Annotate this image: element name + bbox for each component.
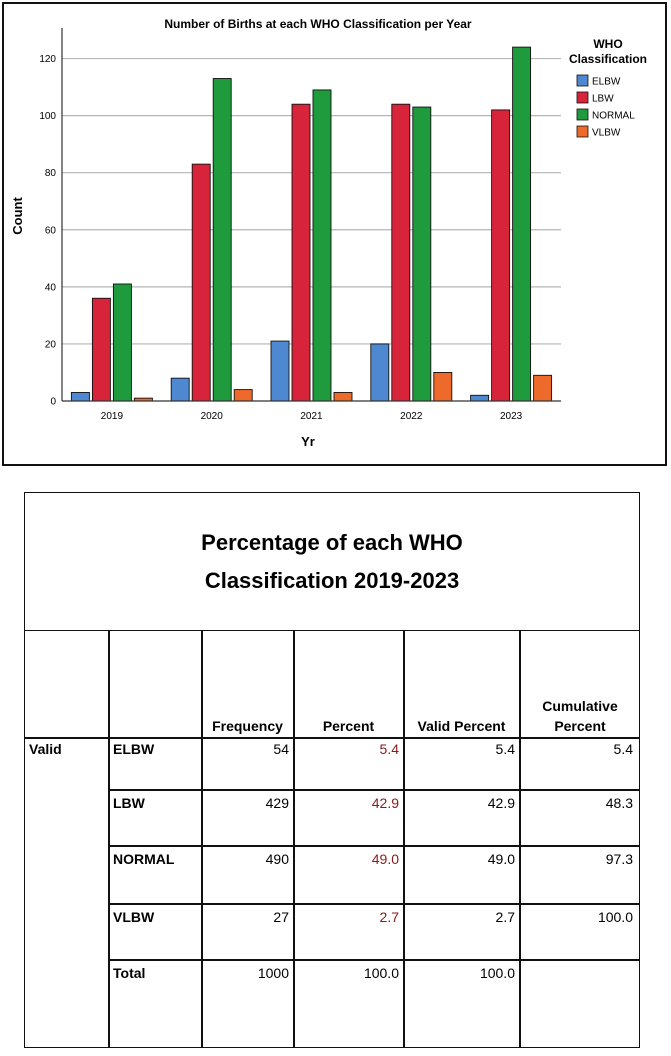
bar-lbw-2020 bbox=[191, 163, 211, 402]
group-label-valid: Valid bbox=[29, 741, 62, 757]
legend-label-normal: NORMAL bbox=[592, 111, 635, 122]
legend-swatch-elbw bbox=[576, 74, 589, 87]
x-tick-label: 2022 bbox=[400, 411, 423, 422]
header-cumulative-line2: Percent bbox=[554, 718, 606, 734]
legend-swatch-normal bbox=[576, 108, 589, 121]
col-divider bbox=[201, 631, 203, 1047]
y-tick-label: 20 bbox=[45, 339, 57, 350]
legend-label-vlbw: VLBW bbox=[592, 128, 621, 139]
bar-chart: Number of Births at each WHO Classificat… bbox=[10, 17, 647, 449]
axes bbox=[61, 28, 561, 402]
y-tick-label: 100 bbox=[39, 111, 56, 122]
cell-cumulative: 48.3 bbox=[605, 795, 633, 811]
legend-label-lbw: LBW bbox=[592, 94, 614, 105]
cell-percent: 49.0 bbox=[371, 851, 399, 867]
header-cumulative-line1: Cumulative bbox=[542, 698, 618, 714]
cell-percent: 100.0 bbox=[363, 965, 399, 981]
cell-frequency: 27 bbox=[273, 909, 289, 925]
header-percent: Percent bbox=[322, 718, 375, 734]
col-divider bbox=[293, 631, 295, 1047]
y-tick-label: 120 bbox=[39, 54, 56, 65]
cell-frequency: 490 bbox=[265, 851, 289, 867]
y-tick-label: 0 bbox=[50, 397, 56, 408]
y-axis-label: Count bbox=[10, 197, 25, 235]
cell-frequency: 1000 bbox=[257, 965, 289, 981]
bar-elbw-2023 bbox=[470, 394, 490, 402]
row-divider bbox=[108, 959, 639, 961]
cell-percent: 42.9 bbox=[371, 795, 399, 811]
cell-cumulative: 97.3 bbox=[605, 851, 633, 867]
row-divider bbox=[108, 789, 639, 791]
cell-valid-percent: 5.4 bbox=[495, 741, 515, 757]
legend: WHO Classification ELBW LBW NORMAL VLBW bbox=[569, 37, 647, 139]
bar-vlbw-2020 bbox=[233, 389, 253, 402]
bar-lbw-2019 bbox=[91, 297, 111, 402]
legend-label-elbw: ELBW bbox=[592, 77, 621, 88]
cell-frequency: 54 bbox=[273, 741, 289, 757]
chart-title: Number of Births at each WHO Classificat… bbox=[164, 17, 472, 31]
x-axis-label: Yr bbox=[301, 434, 315, 449]
bar-vlbw-2022 bbox=[433, 372, 453, 402]
bar-normal-2020 bbox=[212, 78, 232, 402]
header-frequency: Frequency bbox=[212, 718, 283, 734]
col-divider bbox=[108, 631, 110, 1047]
cell-valid-percent: 2.7 bbox=[495, 909, 515, 925]
bar-elbw-2020 bbox=[170, 377, 190, 402]
x-tick-label: 2019 bbox=[101, 411, 124, 422]
x-tick-label: 2021 bbox=[300, 411, 323, 422]
y-tick-label: 80 bbox=[45, 168, 57, 179]
bars bbox=[70, 46, 553, 402]
bar-lbw-2023 bbox=[491, 109, 511, 402]
cell-valid-percent: 42.9 bbox=[487, 795, 515, 811]
bar-lbw-2021 bbox=[291, 103, 311, 402]
bar-normal-2023 bbox=[512, 46, 532, 402]
legend-swatch-lbw bbox=[576, 91, 589, 104]
cell-valid-percent: 49.0 bbox=[487, 851, 515, 867]
bar-elbw-2021 bbox=[270, 340, 290, 402]
row-divider bbox=[108, 845, 639, 847]
gridlines bbox=[62, 57, 561, 345]
header-valid-percent: Valid Percent bbox=[417, 718, 506, 734]
x-tick-label: 2020 bbox=[201, 411, 224, 422]
bar-vlbw-2021 bbox=[333, 391, 353, 402]
cell-percent: 2.7 bbox=[379, 909, 399, 925]
legend-title-line2: Classification bbox=[569, 52, 647, 66]
bar-normal-2022 bbox=[412, 106, 432, 402]
col-divider bbox=[519, 631, 521, 1047]
table-title-line1: Percentage of each WHO bbox=[201, 529, 463, 555]
y-tick-label: 60 bbox=[45, 225, 57, 236]
chart-frame: Number of Births at each WHO Classificat… bbox=[2, 2, 667, 466]
row-label: NORMAL bbox=[113, 851, 175, 867]
col-divider bbox=[403, 631, 405, 1047]
row-label: LBW bbox=[113, 795, 145, 811]
legend-title-line1: WHO bbox=[593, 37, 622, 51]
cell-cumulative: 5.4 bbox=[613, 741, 633, 757]
bar-elbw-2022 bbox=[370, 343, 390, 402]
bar-normal-2019 bbox=[112, 283, 132, 402]
bar-lbw-2022 bbox=[391, 103, 411, 402]
row-label: ELBW bbox=[113, 741, 155, 757]
cell-frequency: 429 bbox=[265, 795, 289, 811]
header-underline bbox=[25, 737, 639, 739]
cell-cumulative: 100.0 bbox=[597, 909, 633, 925]
cell-valid-percent: 100.0 bbox=[479, 965, 515, 981]
table-title: Percentage of each WHO Classification 20… bbox=[25, 493, 639, 631]
tick-labels: 0 20 40 60 80 100 120 2019 2020 2021 2022 2023 bbox=[39, 54, 522, 422]
table-title-line2: Classification 2019-2023 bbox=[204, 567, 460, 593]
bar-normal-2021 bbox=[312, 89, 332, 402]
frequency-table: Percentage of each WHO Classification 20… bbox=[24, 492, 640, 1048]
bar-vlbw-2023 bbox=[533, 374, 553, 402]
bar-elbw-2019 bbox=[70, 391, 90, 402]
x-tick-label: 2023 bbox=[500, 411, 523, 422]
cell-percent: 5.4 bbox=[379, 741, 399, 757]
legend-swatch-vlbw bbox=[576, 125, 589, 138]
row-label: VLBW bbox=[113, 909, 155, 925]
y-tick-label: 40 bbox=[45, 282, 57, 293]
row-divider bbox=[108, 903, 639, 905]
row-label: Total bbox=[113, 965, 146, 981]
